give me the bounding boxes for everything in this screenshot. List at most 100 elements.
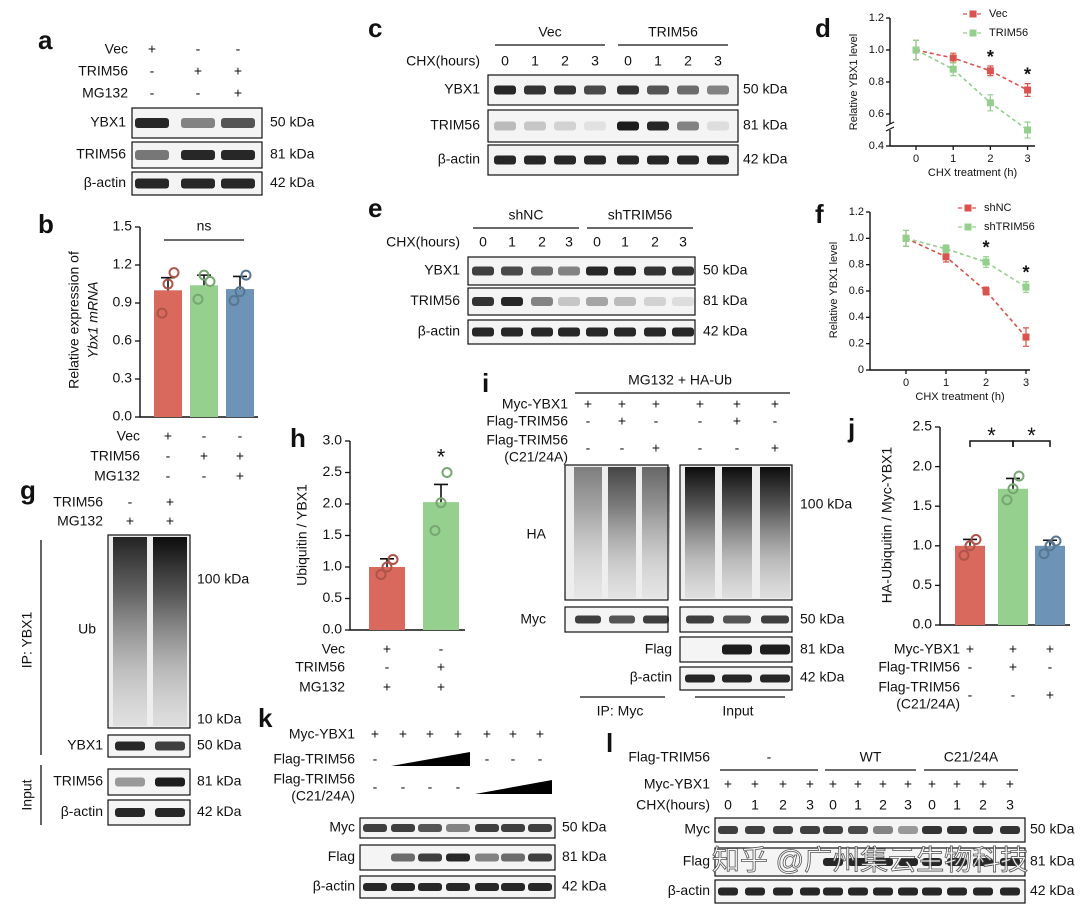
condition-sign: -: [1011, 687, 1016, 703]
condition-sign: +: [1009, 641, 1017, 657]
blot-band: [135, 118, 169, 128]
band-label: β-actin: [668, 882, 710, 898]
condition-sign: +: [771, 440, 779, 456]
condition-sign: +: [1046, 641, 1054, 657]
condition-sign: +: [200, 448, 208, 464]
condition-sign: +: [854, 776, 862, 792]
condition-sign: +: [426, 726, 434, 742]
band-label: HA: [527, 526, 547, 542]
blot-band: [643, 615, 669, 624]
condition-sign: +: [483, 726, 491, 742]
condition-sign: +: [166, 513, 174, 529]
condition-label: (C21/24A): [896, 696, 960, 712]
panel-letter: h: [290, 423, 306, 453]
condition-sign: -: [202, 468, 207, 484]
data-point: [942, 245, 950, 253]
smear-lane: [608, 467, 636, 598]
y-tick-label: 2.5: [323, 463, 343, 479]
condition-sign: -: [735, 440, 740, 456]
panel-letter: j: [847, 413, 855, 443]
band-label: Myc: [329, 819, 355, 835]
section-label: Input: [19, 779, 35, 810]
size-marker: 42 kDa: [270, 174, 315, 190]
blot-band: [446, 824, 470, 832]
blot-band: [947, 826, 967, 834]
legend-marker: [969, 29, 977, 37]
blot-band: [677, 121, 699, 131]
series-line: [915, 49, 1028, 91]
band-label: β-actin: [438, 151, 480, 167]
data-point: [156, 307, 168, 319]
blot-band: [873, 887, 893, 896]
condition-label: Myc-YBX1: [894, 641, 960, 657]
blot-band: [494, 155, 516, 165]
blot-band: [475, 853, 499, 862]
y-tick-label: 0.0: [913, 616, 933, 632]
time-label: CHX(hours): [386, 234, 460, 250]
blot-band: [672, 327, 694, 337]
condition-sign: +: [724, 776, 732, 792]
y-axis-label: Ubiquitin / YBX1: [294, 484, 310, 586]
y-tick-label: 1.5: [113, 218, 133, 234]
blot-band: [773, 887, 793, 896]
condition-sign: +: [1009, 659, 1017, 675]
band-label: β-actin: [84, 174, 126, 190]
y-tick-label: 1.2: [869, 12, 884, 24]
condition-sign: -: [456, 779, 461, 795]
condition-sign: +: [966, 641, 974, 657]
size-marker: 50 kDa: [270, 114, 315, 130]
size-marker: 50 kDa: [800, 611, 845, 627]
legend-marker: [964, 204, 972, 212]
legend-label: shNC: [984, 202, 1012, 214]
blot-band: [528, 883, 552, 891]
blot-band: [586, 327, 608, 337]
legend-label: shTRIM56: [984, 221, 1035, 233]
time-value: 1: [508, 234, 516, 250]
smear-lane: [153, 537, 187, 726]
condition-label: (C21/24A): [504, 449, 568, 465]
blot-band: [528, 853, 552, 862]
y-tick-label: 0: [858, 364, 864, 376]
y-tick-label: 0.5: [323, 589, 343, 605]
blot-band: [501, 853, 525, 862]
condition-label: TRIM56: [90, 448, 140, 464]
blot-band: [475, 824, 499, 832]
legend-marker: [969, 10, 977, 18]
x-tick-label: 2: [987, 153, 993, 165]
x-axis-label: CHX treatment (h): [928, 167, 1017, 179]
blot-band: [363, 883, 387, 891]
blot-band: [718, 826, 738, 834]
data-point: [1013, 470, 1025, 482]
y-tick-label: 0.6: [869, 108, 884, 120]
axis-break: [886, 124, 894, 130]
group-label: shTRIM56: [608, 207, 673, 223]
size-marker: 42 kDa: [1030, 882, 1075, 898]
condition-sign: +: [928, 776, 936, 792]
data-point: [1024, 126, 1032, 134]
band-label: YBX1: [444, 81, 480, 97]
time-value: 3: [1006, 797, 1014, 813]
blot-band: [644, 327, 666, 337]
data-point: [192, 293, 204, 305]
y-tick-label: 0.8: [849, 259, 864, 271]
blot-band: [614, 266, 636, 276]
condition-sign: +: [166, 494, 174, 510]
time-value: 1: [854, 797, 862, 813]
y-axis-label: Relative expression of: [66, 251, 82, 389]
significance: *: [982, 238, 989, 258]
condition-label: TRIM56: [295, 659, 345, 675]
blot-band: [617, 155, 639, 165]
blot-band: [115, 777, 145, 787]
condition-sign: -: [150, 85, 155, 101]
blot-band: [524, 155, 546, 165]
significance: *: [987, 47, 994, 67]
blot-band: [584, 155, 606, 165]
data-point: [986, 99, 994, 107]
blot-band: [494, 121, 516, 131]
size-marker: 100 kDa: [800, 496, 852, 512]
condition-sign: -: [698, 413, 703, 429]
time-value: 3: [565, 234, 573, 250]
condition-sign: +: [234, 85, 242, 101]
condition-sign: -: [401, 779, 406, 795]
condition-label: Vec: [322, 641, 345, 657]
